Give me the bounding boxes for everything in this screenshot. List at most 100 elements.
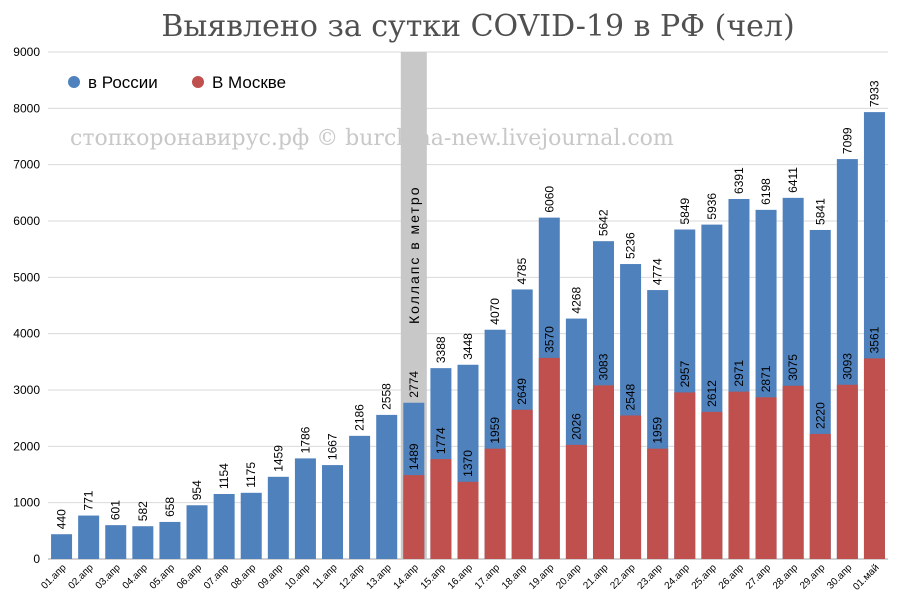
value-label-moscow: 2957 [678, 360, 692, 387]
y-tick-label: 1000 [13, 496, 40, 510]
bar-russia [349, 435, 371, 559]
value-label-moscow: 2871 [759, 365, 773, 392]
value-label-moscow: 3093 [840, 353, 854, 380]
value-label-russia: 5642 [596, 209, 610, 236]
y-tick-label: 8000 [13, 101, 40, 115]
y-tick-label: 6000 [13, 214, 40, 228]
value-label-moscow: 2649 [515, 378, 529, 405]
x-tick-label: 30.апр [825, 562, 855, 592]
bar-moscow [647, 448, 669, 559]
bars: 440 771 601 582 658 954 1154 1175 1459 1786 1667 21… [51, 80, 885, 560]
y-tick-label: 3000 [13, 383, 40, 397]
x-tick-label: 19.апр [527, 562, 557, 592]
x-tick-label: 14.апр [392, 562, 422, 592]
x-tick-label: 29.апр [798, 562, 828, 592]
value-label-moscow: 1370 [461, 450, 475, 477]
x-tick-label: 17.апр [473, 562, 503, 592]
bar-russia [376, 414, 398, 559]
x-tick-label: 01.май [851, 562, 881, 592]
bar-moscow [809, 433, 831, 559]
bar-russia [267, 476, 289, 559]
value-label-russia: 5936 [705, 193, 719, 220]
value-label-russia: 2558 [380, 383, 394, 410]
bar-russia [322, 465, 344, 559]
value-label-russia: 1667 [326, 433, 340, 460]
bar-moscow [728, 391, 750, 559]
chart-title: Выявлено за сутки COVID-19 в РФ (чел) [161, 9, 794, 44]
value-label-russia: 5236 [624, 232, 638, 259]
value-label-russia: 7933 [867, 80, 881, 107]
x-tick-label: 25.апр [690, 562, 720, 592]
value-label-russia: 954 [190, 480, 204, 500]
value-label-russia: 1154 [217, 463, 231, 489]
x-tick-label: 24.апр [663, 562, 693, 592]
bar-moscow [565, 444, 587, 559]
bar-russia [294, 458, 316, 559]
value-label-russia: 1459 [271, 445, 285, 472]
bar-moscow [701, 411, 723, 559]
bar-moscow [403, 475, 425, 559]
value-label-russia: 5841 [813, 198, 827, 225]
value-label-russia: 4268 [569, 287, 583, 314]
value-label-moscow: 3561 [867, 326, 881, 353]
x-tick-label: 11.апр [311, 562, 340, 591]
bar-moscow [863, 358, 885, 559]
value-label-russia: 582 [136, 501, 150, 521]
bar-moscow [674, 392, 696, 559]
value-label-moscow: 1489 [407, 443, 421, 470]
x-tick-label: 23.апр [635, 562, 665, 592]
value-label-russia: 1786 [298, 426, 312, 453]
value-label-russia: 6411 [786, 167, 800, 193]
bar-russia [240, 492, 262, 559]
bar-moscow [538, 357, 560, 559]
x-tick-label: 04.апр [121, 562, 151, 592]
x-tick-label: 10.апр [283, 562, 313, 592]
x-tick-label: 13.апр [365, 562, 395, 592]
bar-moscow [782, 385, 804, 559]
x-tick-label: 20.апр [554, 562, 584, 592]
x-tick-label: 27.апр [744, 562, 774, 592]
bar-moscow [484, 448, 506, 559]
x-tick-label: 21.апр [581, 562, 611, 592]
value-label-moscow: 2220 [813, 402, 827, 429]
value-label-russia: 771 [82, 490, 96, 510]
legend-label: В Москве [212, 73, 286, 92]
x-tick-label: 18.апр [500, 562, 530, 592]
x-axis-ticks: 01.апр02.апр03.апр04.апр05.апр06.апр07.а… [39, 562, 881, 593]
legend: в России В Москве [68, 73, 286, 92]
y-axis-ticks: 0 1000 2000 3000 4000 5000 6000 7000 8000 9000 [13, 45, 40, 566]
legend-label: в России [88, 73, 158, 92]
x-tick-label: 07.апр [202, 562, 232, 592]
bar-moscow [620, 415, 642, 559]
x-tick-label: 08.апр [229, 562, 259, 592]
bar-russia [213, 493, 235, 559]
value-label-moscow: 3083 [596, 353, 610, 380]
y-tick-label: 2000 [13, 439, 40, 453]
y-tick-label: 4000 [13, 327, 40, 341]
value-label-russia: 4070 [488, 298, 502, 325]
x-tick-label: 26.апр [717, 562, 747, 592]
value-label-russia: 2186 [353, 404, 367, 431]
value-label-russia: 6198 [759, 178, 773, 205]
y-tick-label: 7000 [13, 158, 40, 172]
value-label-russia: 1175 [244, 462, 258, 488]
value-label-russia: 5849 [678, 197, 692, 224]
bar-moscow [511, 409, 533, 559]
bar-russia [159, 521, 181, 559]
bar-russia [51, 534, 73, 559]
value-label-russia: 4785 [515, 257, 529, 284]
value-label-russia: 7099 [840, 127, 854, 154]
x-tick-label: 09.апр [256, 562, 286, 592]
y-tick-label: 0 [33, 552, 40, 566]
value-label-moscow: 1959 [651, 417, 665, 444]
value-label-russia: 601 [109, 500, 123, 520]
value-label-russia: 6060 [542, 186, 556, 213]
value-label-moscow: 2971 [732, 360, 746, 387]
value-label-moscow: 2612 [705, 380, 719, 407]
bar-moscow [836, 384, 858, 559]
value-label-russia: 2774 [407, 371, 421, 398]
x-tick-label: 01.апр [39, 562, 69, 592]
value-label-moscow: 3075 [786, 354, 800, 381]
legend-marker [192, 76, 204, 88]
